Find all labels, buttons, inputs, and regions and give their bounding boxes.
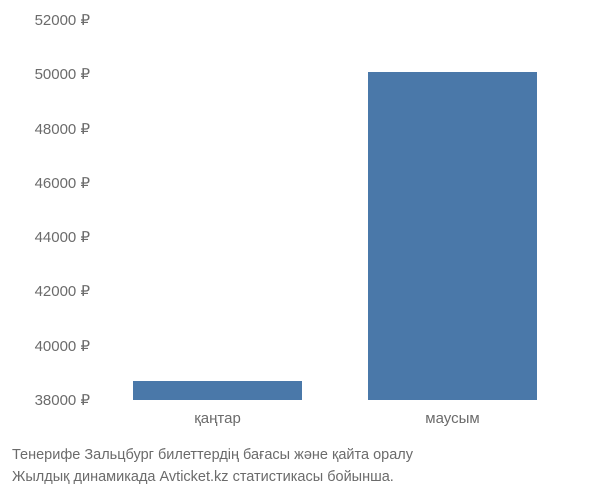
y-tick-label: 38000 ₽ (35, 391, 90, 409)
chart-caption: Тенерифе Зальцбург билеттердің бағасы жә… (12, 445, 413, 489)
y-tick-label: 44000 ₽ (35, 228, 90, 246)
y-tick-label: 40000 ₽ (35, 337, 90, 355)
y-tick-label: 42000 ₽ (35, 282, 90, 300)
y-tick-label: 50000 ₽ (35, 65, 90, 83)
caption-line-2: Жылдық динамикада Avticket.kz статистика… (12, 467, 413, 489)
y-tick-label: 52000 ₽ (35, 11, 90, 29)
x-tick-label: маусым (425, 410, 479, 427)
bar (368, 72, 537, 400)
bar (133, 381, 302, 400)
y-tick-label: 46000 ₽ (35, 174, 90, 192)
caption-line-1: Тенерифе Зальцбург билеттердің бағасы жә… (12, 445, 413, 467)
x-tick-label: қаңтар (194, 410, 241, 427)
y-tick-label: 48000 ₽ (35, 120, 90, 138)
chart-container: Тенерифе Зальцбург билеттердің бағасы жә… (0, 0, 600, 500)
